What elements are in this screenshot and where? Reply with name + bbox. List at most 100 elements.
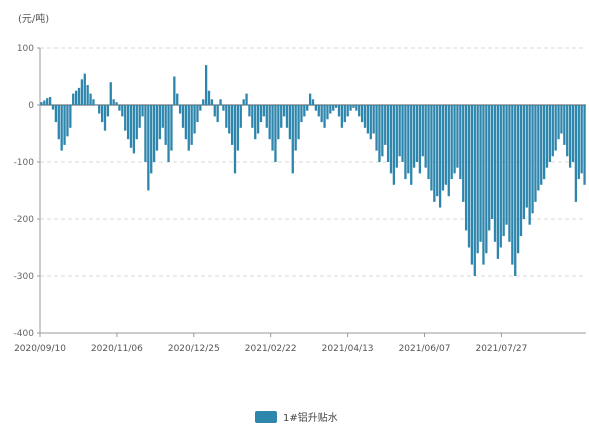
bar xyxy=(150,105,153,174)
bar xyxy=(268,105,271,140)
bar xyxy=(236,105,240,151)
bar xyxy=(121,105,124,117)
bar xyxy=(303,105,306,117)
bar xyxy=(161,105,164,128)
bar xyxy=(124,105,127,131)
bar xyxy=(534,105,537,202)
y-axis-tick-labels: 100 0 -100 -200 -300 -400 xyxy=(14,44,40,339)
bar xyxy=(404,105,407,180)
bar xyxy=(514,105,517,276)
bar xyxy=(528,105,531,225)
bar xyxy=(314,105,318,111)
bar xyxy=(245,93,248,105)
bar xyxy=(43,100,46,105)
bar xyxy=(291,105,294,174)
bar xyxy=(499,105,502,248)
bar xyxy=(407,105,410,174)
bar xyxy=(204,65,208,105)
bar xyxy=(516,105,520,254)
bar xyxy=(132,105,136,154)
bar xyxy=(410,105,413,185)
bar xyxy=(297,105,300,140)
bar xyxy=(326,105,329,120)
bar xyxy=(522,105,526,219)
bar xyxy=(40,102,43,105)
bar xyxy=(138,105,141,128)
bar xyxy=(259,105,263,123)
bar xyxy=(334,105,338,108)
bar xyxy=(66,105,69,137)
bar xyxy=(199,105,202,111)
bar xyxy=(571,105,575,162)
bar xyxy=(557,105,560,140)
bar xyxy=(308,93,312,105)
bar xyxy=(106,105,110,117)
bar xyxy=(69,105,72,128)
bar xyxy=(464,105,468,231)
bar xyxy=(80,79,84,105)
bar xyxy=(254,105,257,140)
bar xyxy=(398,105,401,157)
x-tick-label: 2021/07/27 xyxy=(475,344,527,354)
bar xyxy=(173,76,176,105)
bar xyxy=(239,105,242,128)
bar xyxy=(277,105,280,140)
bar xyxy=(438,105,442,208)
bar xyxy=(83,73,86,105)
bar xyxy=(225,105,228,128)
bar xyxy=(72,93,75,105)
bar xyxy=(349,105,352,111)
bar xyxy=(418,105,422,174)
bar xyxy=(545,105,549,168)
bar xyxy=(369,105,372,140)
bar xyxy=(479,105,482,242)
bar xyxy=(54,105,58,123)
bar xyxy=(450,105,453,180)
bar xyxy=(193,105,196,134)
bar xyxy=(317,105,320,117)
bar xyxy=(89,93,92,105)
x-tick-label: 2021/06/07 xyxy=(399,344,451,354)
bar xyxy=(511,105,514,265)
bar xyxy=(531,105,534,214)
bar xyxy=(485,105,488,254)
bar xyxy=(230,105,234,145)
bar xyxy=(155,105,159,151)
bar xyxy=(196,105,199,123)
bar xyxy=(346,105,349,117)
bar xyxy=(126,105,130,140)
bar xyxy=(248,105,251,117)
bar xyxy=(358,105,361,117)
bar xyxy=(386,105,390,162)
bar xyxy=(323,105,326,128)
x-tick-label: 2020/11/06 xyxy=(91,344,143,354)
bar xyxy=(147,105,150,191)
y-tick-label: 0 xyxy=(28,101,34,111)
bar xyxy=(574,105,578,202)
bar xyxy=(444,105,448,185)
bar xyxy=(228,105,231,134)
bar xyxy=(502,105,505,237)
bar xyxy=(580,105,583,174)
bar xyxy=(178,105,182,114)
bar xyxy=(109,82,112,105)
bar xyxy=(294,105,297,151)
bar xyxy=(384,105,387,145)
bar xyxy=(251,105,254,128)
bar xyxy=(568,105,572,168)
bar xyxy=(563,105,566,145)
x-axis: 2020/09/10 2020/11/06 2020/12/25 2021/02/22… xyxy=(14,332,586,354)
bar xyxy=(158,105,162,140)
bar xyxy=(300,105,303,123)
bar xyxy=(233,105,237,174)
x-tick-label: 2021/02/22 xyxy=(245,344,297,354)
bar xyxy=(381,105,384,157)
bar xyxy=(392,105,396,185)
bar xyxy=(554,105,557,151)
legend[interactable]: 1#铝升贴水 xyxy=(255,409,338,424)
bar xyxy=(262,105,266,117)
bar xyxy=(366,105,370,134)
bar xyxy=(424,105,427,168)
bar xyxy=(216,105,219,123)
